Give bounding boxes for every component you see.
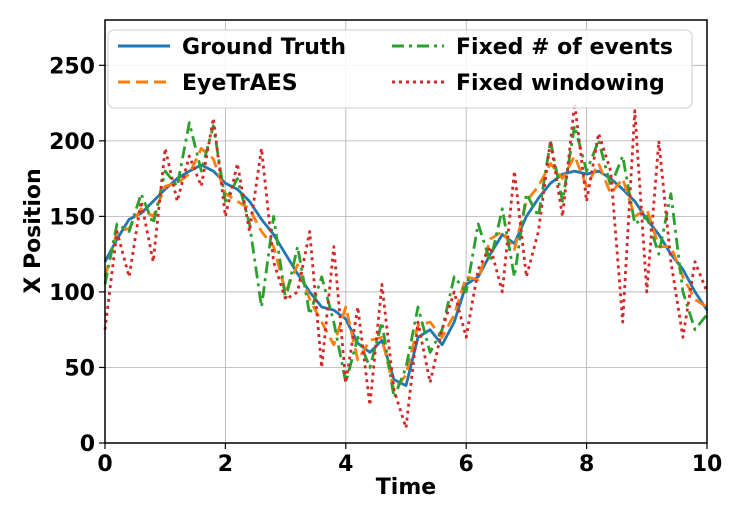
x-tick-label: 2 (218, 452, 233, 477)
legend-label-eyetraes: EyeTrAES (182, 71, 298, 96)
y-tick-label: 0 (80, 432, 95, 457)
series-line-fixed-windowing (103, 101, 709, 430)
plot-frame (104, 19, 708, 444)
x-tick-label: 0 (97, 452, 112, 477)
legend-label-ground-truth: Ground Truth (182, 35, 346, 60)
legend-label-fixed-of-events: Fixed # of events (456, 35, 673, 60)
series-line-ground-truth (103, 163, 709, 388)
y-tick-label: 250 (49, 54, 95, 79)
series-line-eyetraes (103, 146, 708, 392)
x-ticks: 0 2 4 6 8 10 (97, 443, 722, 477)
x-tick-label: 8 (579, 452, 594, 477)
legend: Ground Truth Fixed # of events EyeTrAES Fix… (107, 29, 693, 109)
legend-box (107, 29, 693, 109)
x-tick-label: 10 (692, 452, 723, 477)
y-ticks: 0 50 100 150 200 250 (49, 54, 105, 457)
x-tick-label: 4 (338, 452, 353, 477)
y-tick-label: 50 (64, 356, 95, 381)
y-axis-label: X Position (21, 168, 46, 293)
x-tick-label: 6 (459, 452, 474, 477)
y-tick-label: 150 (49, 205, 95, 230)
x-axis-label: Time (376, 475, 436, 500)
y-tick-label: 200 (49, 130, 95, 155)
legend-label-fixed-windowing: Fixed windowing (456, 71, 665, 96)
series-lines (103, 101, 709, 430)
y-tick-label: 100 (49, 281, 95, 306)
